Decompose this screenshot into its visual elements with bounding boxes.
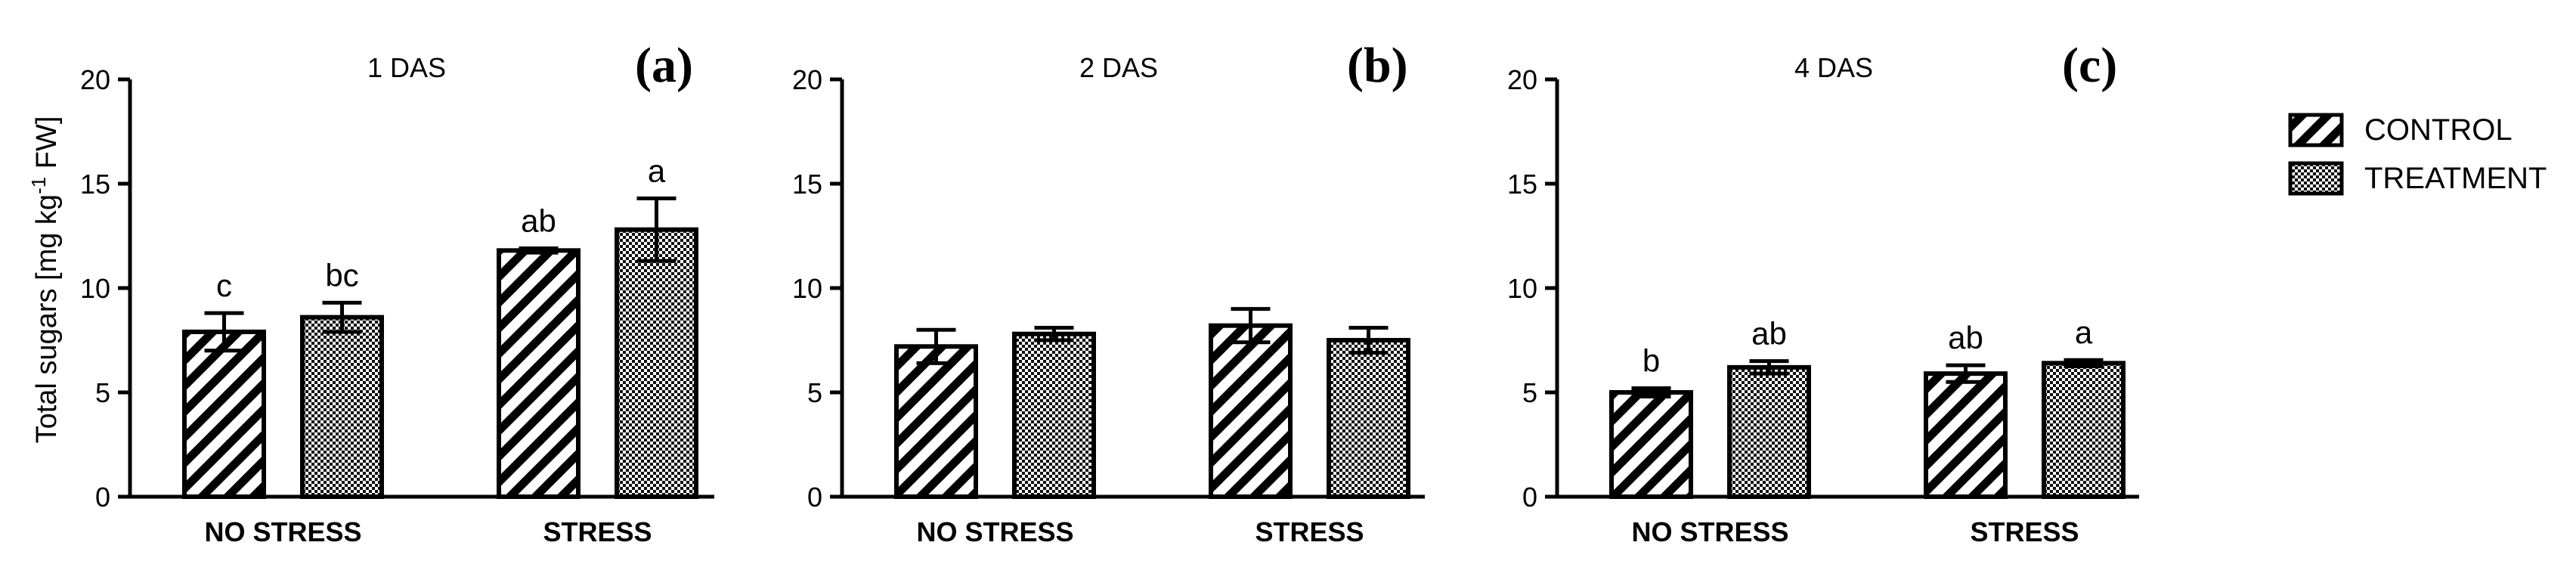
y-axis-title-sup: -1 bbox=[27, 177, 50, 194]
panel-1-stress-treatment-error-bar bbox=[636, 196, 677, 263]
panel-3-stress-control-error-bar bbox=[1946, 363, 1986, 384]
panel-3: 0 5 10 15 20 4 DAS (c) b ab NO STRESS ab a STRESS bbox=[1507, 38, 2139, 547]
y-axis-title-main: Total sugars [mg kg bbox=[31, 194, 63, 443]
panel-3-stress-control-significance-letter: ab bbox=[1948, 320, 1983, 355]
panel-1-stress-control-significance-letter: ab bbox=[521, 203, 556, 239]
panel-1: 0 5 10 15 20 1 DAS (a) c bc NO STRESS ab a STRESS bbox=[80, 38, 714, 547]
panel-3-no-stress-treatment-significance-letter: ab bbox=[1751, 316, 1787, 352]
legend-item-treatment: TREATMENT bbox=[2288, 161, 2547, 196]
panel-3-y-tick-label-10: 10 bbox=[1507, 273, 1537, 304]
panel-2-no-stress-control-error-bar bbox=[916, 327, 956, 365]
legend-label-control: CONTROL bbox=[2364, 113, 2513, 147]
panel-1-y-tick-label-15: 15 bbox=[80, 169, 110, 200]
panel-1-x-label-stress: STRESS bbox=[543, 516, 652, 547]
panel-1-letter: (a) bbox=[635, 38, 693, 93]
panel-1-x-label-no-stress: NO STRESS bbox=[204, 516, 361, 547]
panel-1-y-tick-label-10: 10 bbox=[80, 273, 110, 304]
panel-1-stress-treatment-bar bbox=[615, 227, 698, 499]
y-axis-title: Total sugars [mg kg-1 FW] bbox=[27, 116, 63, 444]
panel-3-y-tick-label-20: 20 bbox=[1507, 64, 1537, 95]
panel-1-stress-treatment-significance-letter: a bbox=[648, 153, 666, 188]
panel-1-no-stress-control-bar bbox=[182, 329, 266, 499]
panel-2-stress-control-bar bbox=[1209, 323, 1293, 499]
panel-3-stress-treatment-bar bbox=[2042, 361, 2126, 499]
panel-3-no-stress-control-error-bar bbox=[1631, 386, 1671, 399]
panel-2-y-tick-label-10: 10 bbox=[792, 273, 822, 304]
panel-3-y-tick-label-5: 5 bbox=[1522, 377, 1537, 408]
panel-1-stress-control-error-bar bbox=[519, 246, 559, 255]
panel-2-no-stress-treatment-bar bbox=[1012, 331, 1096, 499]
panel-3-title: 4 DAS bbox=[1794, 52, 1873, 83]
panel-3-x-label-no-stress: NO STRESS bbox=[1631, 516, 1788, 547]
panel-1-no-stress-control-error-bar bbox=[204, 311, 244, 353]
panel-2-y-tick-label-5: 5 bbox=[807, 377, 822, 408]
legend-label-treatment: TREATMENT bbox=[2364, 162, 2547, 195]
legend-item-control: CONTROL bbox=[2288, 113, 2513, 147]
panel-3-no-stress-control-bar bbox=[1609, 390, 1693, 499]
panel-3-no-stress-treatment-error-bar bbox=[1749, 359, 1789, 376]
panel-3-stress-control-bar bbox=[1924, 371, 2008, 499]
panel-2: 0 5 10 15 20 2 DAS (b) NO STRESS STRESS bbox=[792, 38, 1425, 547]
panel-2-no-stress-control-bar bbox=[894, 344, 978, 499]
legend: CONTROL TREATMENT bbox=[2288, 113, 2547, 196]
panel-1-y-tick-label-5: 5 bbox=[95, 377, 110, 408]
panel-3-stress-treatment-error-bar bbox=[2064, 358, 2104, 368]
panel-2-no-stress-treatment-error-bar bbox=[1034, 325, 1074, 342]
panel-1-y-tick-label-20: 20 bbox=[80, 64, 110, 95]
panel-2-x-label-stress: STRESS bbox=[1255, 516, 1364, 547]
legend-swatch-treatment bbox=[2288, 161, 2344, 196]
panel-2-title: 2 DAS bbox=[1079, 52, 1158, 83]
panel-3-y-tick-label-15: 15 bbox=[1507, 169, 1537, 200]
panel-3-stress-treatment-significance-letter: a bbox=[2075, 315, 2093, 350]
panel-2-x-label-no-stress: NO STRESS bbox=[916, 516, 1073, 547]
panel-1-no-stress-treatment-bar bbox=[300, 315, 384, 500]
panel-1-title: 1 DAS bbox=[367, 52, 446, 83]
panel-1-no-stress-control-significance-letter: c bbox=[216, 268, 232, 303]
panel-3-y-tick-label-0: 0 bbox=[1522, 482, 1537, 513]
legend-swatch-control bbox=[2288, 113, 2344, 147]
panel-2-y-tick-label-15: 15 bbox=[792, 169, 822, 200]
panel-1-no-stress-treatment-significance-letter: bc bbox=[325, 257, 358, 293]
panel-3-letter: (c) bbox=[2062, 38, 2117, 93]
panel-2-stress-treatment-error-bar bbox=[1348, 325, 1389, 355]
panel-3-no-stress-treatment-bar bbox=[1727, 364, 1811, 499]
panel-3-x-label-stress: STRESS bbox=[1970, 516, 2079, 547]
panel-1-stress-control-bar bbox=[497, 248, 581, 499]
panel-2-letter: (b) bbox=[1347, 38, 1408, 93]
panel-2-stress-control-error-bar bbox=[1231, 307, 1271, 345]
panel-2-y-tick-label-20: 20 bbox=[792, 64, 822, 95]
panel-2-y-tick-label-0: 0 bbox=[807, 482, 822, 513]
panel-1-y-tick-label-0: 0 bbox=[95, 482, 110, 513]
panel-2-stress-treatment-bar bbox=[1327, 338, 1410, 499]
panel-3-no-stress-control-significance-letter: b bbox=[1643, 342, 1660, 378]
panel-1-no-stress-treatment-error-bar bbox=[322, 300, 362, 334]
y-axis-title-end: FW] bbox=[31, 116, 63, 177]
